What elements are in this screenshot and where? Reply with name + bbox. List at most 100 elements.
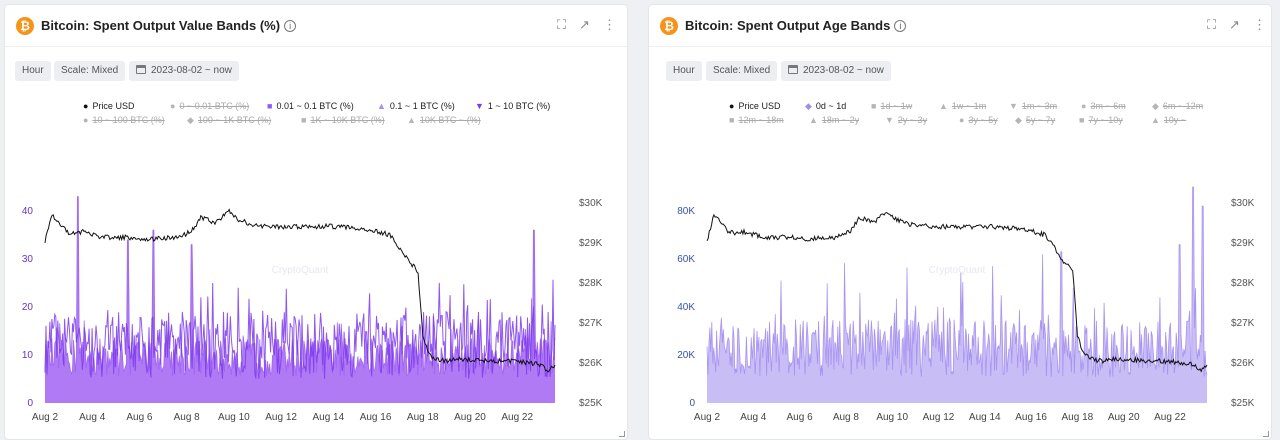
date-range-text: 2023-08-02 ~ now	[803, 65, 884, 76]
legend-item[interactable]: ■ 0.01 ~ 0.1 BTC (%)	[267, 101, 354, 111]
x-tick-label: Aug 6	[126, 412, 153, 423]
legend-symbol-icon: ◆	[1015, 115, 1022, 125]
legend-item[interactable]: ● Price USD	[83, 101, 134, 111]
legend-item[interactable]: ▼ 1 ~ 10 BTC (%)	[475, 101, 550, 111]
legend-label: 1m ~ 3m	[1021, 101, 1058, 111]
legend-symbol-icon: ◆	[187, 115, 194, 125]
legend-item[interactable]: ◆ 5y ~ 7y	[1015, 115, 1055, 126]
legend-label: 100 ~ 1K BTC (%)	[197, 115, 272, 125]
more-menu-icon[interactable]: ⋮	[1253, 17, 1266, 32]
legend-item[interactable]: ▼ 1m ~ 3m	[1009, 101, 1057, 111]
calendar-icon	[136, 65, 146, 74]
legend-symbol-icon: ▼	[885, 115, 894, 125]
panel-header: ₿ Bitcoin: Spent Output Value Bands (%) i…	[5, 5, 627, 47]
legend-symbol-icon: ●	[83, 115, 89, 125]
x-tick-label: Aug 18	[1062, 412, 1094, 423]
legend-label: 10 ~ 100 BTC (%)	[92, 115, 165, 125]
x-tick-label: Aug 22	[501, 412, 533, 423]
legend-label: 1 ~ 10 BTC (%)	[487, 101, 551, 111]
resize-handle[interactable]	[1263, 431, 1269, 437]
x-tick-label: Aug 2	[32, 412, 59, 423]
x-tick-label: Aug 18	[407, 412, 439, 423]
legend-label: 0.01 ~ 0.1 BTC (%)	[276, 101, 354, 111]
x-tick-label: Aug 2	[694, 412, 721, 423]
legend-label: 6m ~ 12m	[1162, 101, 1204, 111]
legend-label: 18m ~ 2y	[821, 115, 860, 125]
legend-item[interactable]: ● 0 ~ 0.01 BTC (%)	[170, 101, 249, 111]
x-tick-label: Aug 22	[1154, 412, 1186, 423]
legend-label: Price USD	[92, 101, 135, 111]
legend-item[interactable]: ■ 1K ~ 10K BTC (%)	[301, 115, 385, 125]
series-area-age-band	[707, 187, 1207, 403]
scale-button[interactable]: Scale: Mixed	[54, 61, 126, 81]
fullscreen-icon[interactable]: ⛶	[1207, 17, 1217, 32]
y-right-tick-label: $27K	[1231, 318, 1255, 329]
legend-label: 1K ~ 10K BTC (%)	[310, 115, 385, 125]
info-icon[interactable]: i	[894, 20, 907, 32]
legend-item[interactable]: ● 3y ~ 5y	[959, 115, 998, 125]
legend-label: 0.1 ~ 1 BTC (%)	[389, 101, 455, 111]
legend-item[interactable]: ▲ 0.1 ~ 1 BTC (%)	[377, 101, 455, 111]
x-tick-label: Aug 14	[312, 412, 344, 423]
scale-button[interactable]: Scale: Mixed	[706, 61, 778, 81]
date-range-button[interactable]: 2023-08-02 ~ now	[129, 61, 239, 81]
legend-item[interactable]: ■ 12m ~ 18m	[729, 115, 784, 125]
legend-item[interactable]: ■ 1d ~ 1w	[871, 101, 912, 111]
interval-hour-button[interactable]: Hour	[666, 61, 702, 81]
age-bands-panel: ₿ Bitcoin: Spent Output Age Bands i ⛶ ↗ ⋮…	[648, 4, 1272, 440]
legend-label: 0 ~ 0.01 BTC (%)	[179, 101, 250, 111]
y-right-tick-label: $26K	[1231, 358, 1255, 369]
legend-label: 7y ~ 10y	[1088, 115, 1123, 125]
legend-item[interactable]: ● 10 ~ 100 BTC (%)	[83, 115, 165, 125]
x-tick-label: Aug 16	[1015, 412, 1047, 423]
legend-item[interactable]: ▲ 10K BTC ~ (%)	[407, 115, 481, 125]
legend-item[interactable]: ▼ 2y ~ 3y	[885, 115, 927, 125]
legend-item[interactable]: ▲ 10y ~	[1151, 115, 1186, 125]
legend-item[interactable]: ◆ 100 ~ 1K BTC (%)	[187, 115, 271, 126]
y-right-tick-label: $25K	[1231, 398, 1255, 409]
x-tick-label: Aug 12	[265, 412, 297, 423]
more-menu-icon[interactable]: ⋮	[603, 17, 616, 32]
bitcoin-logo-icon: ₿	[660, 17, 678, 35]
fullscreen-icon[interactable]: ⛶	[557, 17, 567, 32]
legend-label: 1d ~ 1w	[880, 101, 913, 111]
legend-symbol-icon: ●	[1081, 101, 1087, 111]
legend-symbol-icon: ●	[170, 101, 176, 111]
y-left-tick-label: 20K	[677, 350, 695, 361]
date-range-button[interactable]: 2023-08-02 ~ now	[781, 61, 891, 81]
legend-symbol-icon: ■	[871, 101, 877, 111]
legend-item[interactable]: ■ 7y ~ 10y	[1079, 115, 1123, 125]
interval-hour-button[interactable]: Hour	[15, 61, 51, 81]
x-tick-label: Aug 4	[79, 412, 106, 423]
y-right-tick-label: $29K	[1231, 238, 1255, 249]
legend-label: 3m ~ 6m	[1090, 101, 1126, 111]
panel-title: Bitcoin: Spent Output Age Bands i	[685, 18, 907, 33]
legend-item[interactable]: ● 3m ~ 6m	[1081, 101, 1126, 111]
calendar-icon	[788, 65, 798, 74]
legend-symbol-icon: ■	[729, 115, 735, 125]
legend-item[interactable]: ▲ 1w ~ 1m	[939, 101, 986, 111]
info-icon[interactable]: i	[284, 20, 297, 32]
legend-symbol-icon: ▲	[939, 101, 948, 111]
open-external-icon[interactable]: ↗	[579, 17, 590, 32]
legend-symbol-icon: ▲	[809, 115, 818, 125]
legend-symbol-icon: ■	[301, 115, 307, 125]
legend-symbol-icon: ▼	[1009, 101, 1018, 111]
legend-symbol-icon: ■	[1079, 115, 1085, 125]
series-area-value-band	[45, 196, 555, 403]
open-external-icon[interactable]: ↗	[1229, 17, 1240, 32]
legend-label: 10y ~	[1163, 115, 1187, 125]
y-left-tick-label: 10	[22, 350, 34, 361]
legend-item[interactable]: ● Price USD	[729, 101, 780, 111]
legend-symbol-icon: ▲	[1151, 115, 1160, 125]
legend-item[interactable]: ◆ 0d ~ 1d	[805, 101, 846, 112]
bitcoin-logo-icon: ₿	[16, 17, 34, 35]
legend-item[interactable]: ◆ 6m ~ 12m	[1152, 101, 1203, 112]
x-tick-label: Aug 10	[876, 412, 908, 423]
y-right-tick-label: $27K	[579, 318, 603, 329]
y-right-tick-label: $30K	[579, 198, 603, 209]
y-right-tick-label: $30K	[1231, 198, 1255, 209]
resize-handle[interactable]	[619, 431, 625, 437]
legend-item[interactable]: ▲ 18m ~ 2y	[809, 115, 859, 125]
legend-symbol-icon: ◆	[805, 101, 812, 111]
